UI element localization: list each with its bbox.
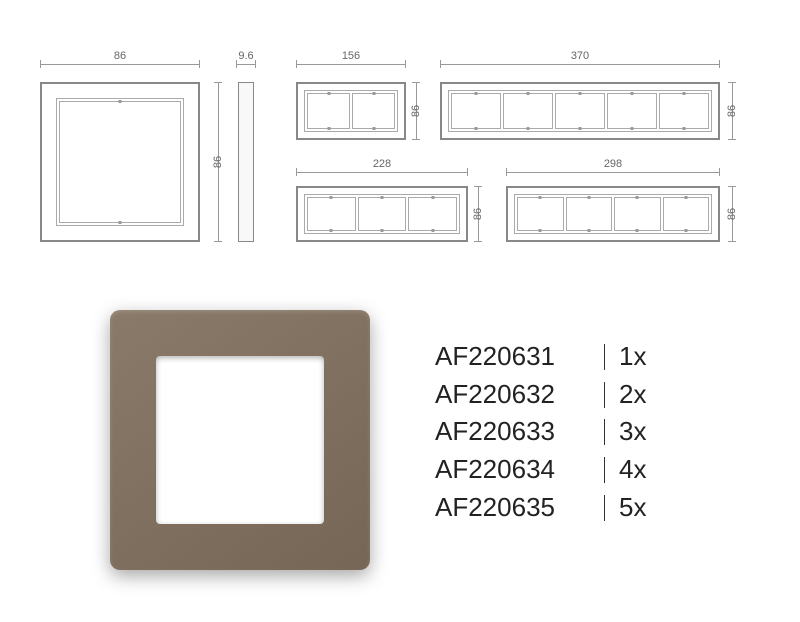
dim-width-single: 86: [40, 50, 200, 62]
side-plate: [238, 82, 254, 242]
sku-qty: 3x: [619, 413, 646, 451]
sku-qty: 4x: [619, 451, 646, 489]
frame-five: [440, 82, 720, 140]
dim-width-quad: 298: [506, 158, 720, 170]
frame-double: [296, 82, 406, 140]
product-image: [110, 310, 370, 570]
dim-line: [440, 64, 720, 65]
sku-code: AF220632: [435, 376, 590, 414]
dim-height-quad: 86: [726, 204, 738, 224]
divider-icon: [604, 344, 605, 370]
dim-line: [506, 172, 720, 173]
sku-row: AF220634 4x: [435, 451, 646, 489]
product-section: AF220631 1x AF220632 2x AF220633 3x AF22…: [0, 290, 800, 610]
dim-height-triple: 86: [472, 204, 484, 224]
divider-icon: [604, 419, 605, 445]
sku-row: AF220633 3x: [435, 413, 646, 451]
dim-height-single: 86: [212, 152, 224, 172]
dim-width-triple: 228: [296, 158, 468, 170]
sku-code: AF220635: [435, 489, 590, 527]
sku-code: AF220631: [435, 338, 590, 376]
sku-code: AF220634: [435, 451, 590, 489]
sku-qty: 1x: [619, 338, 646, 376]
product-aperture: [156, 356, 324, 524]
dim-line: [296, 64, 406, 65]
sku-row: AF220635 5x: [435, 489, 646, 527]
sku-list: AF220631 1x AF220632 2x AF220633 3x AF22…: [435, 338, 646, 526]
technical-diagrams: 86 86 9.6 156 86 370 86 228 86 298: [40, 60, 770, 260]
dim-line: [236, 64, 256, 65]
sku-qty: 2x: [619, 376, 646, 414]
frame-quad: [506, 186, 720, 242]
sku-row: AF220631 1x: [435, 338, 646, 376]
dim-line: [40, 64, 200, 65]
frame-triple: [296, 186, 468, 242]
dim-line: [296, 172, 468, 173]
sku-qty: 5x: [619, 489, 646, 527]
sku-code: AF220633: [435, 413, 590, 451]
divider-icon: [604, 382, 605, 408]
dim-depth: 9.6: [236, 50, 256, 62]
frame-single: [40, 82, 200, 242]
sku-row: AF220632 2x: [435, 376, 646, 414]
divider-icon: [604, 457, 605, 483]
dim-width-five: 370: [440, 50, 720, 62]
dim-width-double: 156: [296, 50, 406, 62]
divider-icon: [604, 495, 605, 521]
dim-height-five: 86: [726, 101, 738, 121]
dim-height-double: 86: [410, 101, 422, 121]
